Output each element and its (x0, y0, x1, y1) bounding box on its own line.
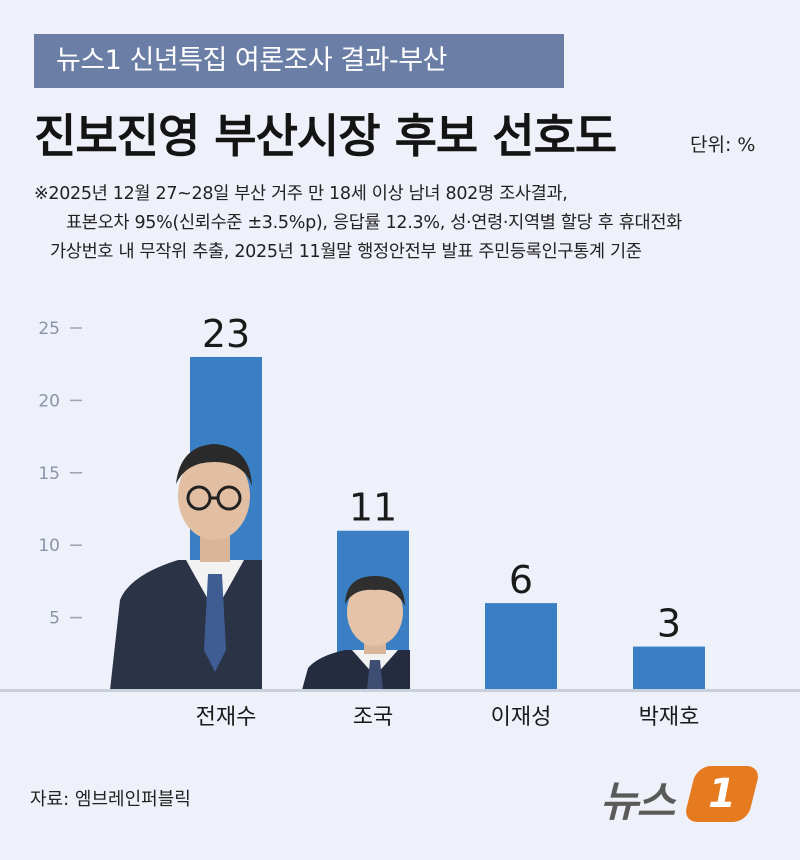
logo-badge-number: 1 (708, 771, 736, 817)
survey-note-line-2: 표본오차 95%(신뢰수준 ±3.5%p), 응답률 12.3%, 성·연령·지… (66, 213, 682, 233)
survey-note-line-1: ※2025년 12월 27~28일 부산 거주 만 18세 이상 남녀 802명… (34, 184, 568, 204)
bar-value-label: 3 (657, 602, 681, 646)
logo-badge: 1 (683, 766, 761, 822)
logo-text: 뉴스 (600, 777, 675, 826)
bar-value-label: 6 (509, 558, 533, 602)
survey-note: ※2025년 12월 27~28일 부산 거주 만 18세 이상 남녀 802명… (34, 180, 774, 267)
news1-logo: 뉴스 1 (600, 762, 770, 828)
y-tick-label: 5 (49, 609, 60, 629)
category-label: 박재호 (639, 705, 700, 730)
candidate-photo-1 (110, 444, 262, 690)
bar (337, 530, 409, 690)
bar-value-label: 11 (349, 486, 397, 530)
y-tick-label: 20 (38, 391, 60, 411)
bar (485, 603, 557, 690)
survey-note-line-3: 가상번호 내 무작위 추출, 2025년 11월말 행정안전부 발표 주민등록인… (50, 242, 642, 262)
unit-label: 단위: % (690, 134, 756, 156)
y-tick-label: 25 (38, 319, 60, 339)
y-tick-label: 10 (38, 536, 60, 556)
candidate-photo-2 (302, 576, 410, 690)
y-tick-label: 15 (38, 464, 60, 484)
bar (633, 646, 705, 690)
category-label: 이재성 (491, 705, 552, 730)
bar (190, 356, 262, 690)
category-label: 조국 (353, 705, 393, 730)
page-title: 진보진영 부산시장 후보 선호도 (34, 109, 617, 163)
header-banner: 뉴스1 신년특집 여론조사 결과-부산 (34, 34, 564, 88)
chart-baseline (0, 689, 800, 692)
category-label: 전재수 (196, 705, 257, 730)
source-credit: 자료: 엠브레인퍼블릭 (30, 789, 191, 810)
bar-value-label: 23 (202, 312, 250, 356)
